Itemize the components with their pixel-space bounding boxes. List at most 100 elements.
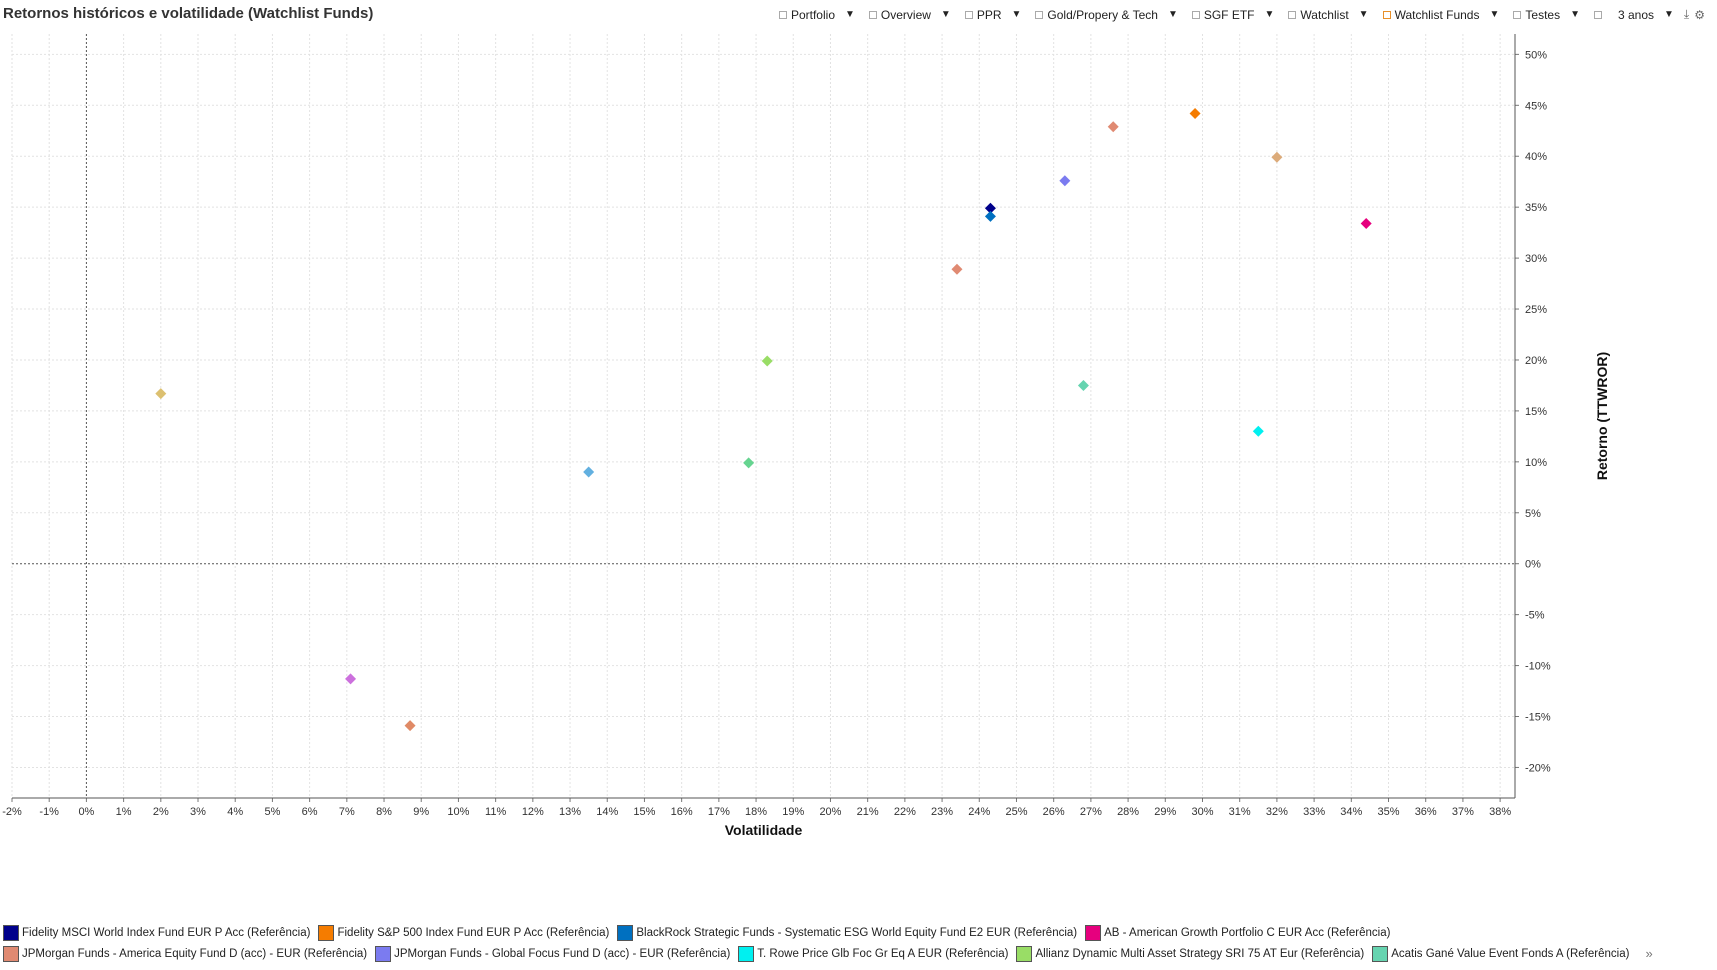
legend-item[interactable]: AB - American Growth Portfolio C EUR Acc… — [1085, 924, 1390, 941]
legend-item[interactable]: Allianz Dynamic Multi Asset Strategy SRI… — [1016, 945, 1364, 962]
x-tick-label: 38% — [1489, 806, 1511, 818]
legend-item[interactable]: JPMorgan Funds - America Equity Fund D (… — [3, 945, 368, 962]
y-tick-label: -5% — [1525, 610, 1545, 622]
data-point[interactable] — [155, 388, 167, 400]
legend-item[interactable]: Acatis Gané Value Event Fonds A (Referên… — [1372, 945, 1630, 962]
chart-title: Retornos históricos e volatilidade (Watc… — [3, 5, 374, 22]
legend-item[interactable]: BlackRock Strategic Funds - Systematic E… — [617, 924, 1078, 941]
checkbox-icon[interactable] — [1382, 10, 1391, 19]
x-tick-label: 32% — [1266, 806, 1288, 818]
data-point[interactable] — [761, 355, 773, 367]
chevron-down-icon[interactable]: ▼ — [1664, 9, 1674, 20]
x-tick-label: 19% — [782, 806, 804, 818]
x-tick-label: 25% — [1005, 806, 1027, 818]
legend-label: JPMorgan Funds - Global Focus Fund D (ac… — [394, 947, 731, 960]
chevron-down-icon[interactable]: ▼ — [1167, 9, 1178, 20]
x-tick-label: 18% — [745, 806, 767, 818]
x-tick-label: 17% — [708, 806, 730, 818]
legend: Fidelity MSCI World Index Fund EUR P Acc… — [3, 922, 1653, 964]
gear-icon[interactable]: ⚙ — [1694, 7, 1705, 22]
y-tick-label: -15% — [1525, 712, 1551, 724]
toolbar-item-label: SGF ETF — [1203, 7, 1255, 22]
x-tick-label: 6% — [302, 806, 318, 818]
legend-more-icon[interactable]: » — [1645, 946, 1653, 961]
period-selector[interactable]: 3 anos ▼ — [1593, 7, 1674, 22]
toolbar-item-portfolio[interactable]: Portfolio ▼ — [778, 7, 855, 22]
data-point[interactable] — [743, 457, 755, 469]
data-point[interactable] — [1059, 175, 1071, 187]
toolbar-item-testes[interactable]: Testes ▼ — [1513, 8, 1580, 22]
checkbox-icon[interactable] — [1191, 10, 1200, 19]
chevron-down-icon[interactable]: ▼ — [1011, 9, 1022, 20]
x-tick-label: -1% — [39, 806, 59, 818]
legend-item[interactable]: JPMorgan Funds - Global Focus Fund D (ac… — [375, 945, 731, 962]
chevron-down-icon[interactable]: ▼ — [845, 9, 855, 20]
legend-swatch — [318, 924, 335, 941]
toolbar-item-sgf-etf[interactable]: SGF ETF ▼ — [1191, 7, 1275, 22]
data-point[interactable] — [404, 720, 416, 732]
legend-item[interactable]: Fidelity S&P 500 Index Fund EUR P Acc (R… — [318, 924, 610, 941]
chevron-down-icon[interactable]: ▼ — [1264, 9, 1275, 20]
y-tick-label: -20% — [1525, 762, 1551, 774]
checkbox-icon[interactable] — [1035, 10, 1044, 19]
x-tick-label: 10% — [447, 806, 469, 818]
data-point[interactable] — [984, 210, 996, 222]
legend-swatch — [617, 924, 634, 941]
x-tick-label: 14% — [596, 806, 618, 818]
toolbar-item-label: Portfolio — [790, 7, 835, 22]
y-tick-label: 35% — [1525, 202, 1547, 214]
checkbox-icon[interactable] — [778, 10, 787, 19]
data-point[interactable] — [951, 263, 963, 275]
legend-label: BlackRock Strategic Funds - Systematic E… — [636, 926, 1078, 939]
chevron-down-icon[interactable]: ▼ — [1570, 9, 1580, 20]
x-tick-label: 27% — [1080, 806, 1102, 818]
legend-swatch — [738, 945, 755, 962]
x-tick-label: 28% — [1117, 806, 1139, 818]
data-point[interactable] — [583, 466, 595, 478]
period-label: 3 anos — [1617, 7, 1655, 22]
toolbar-item-label: PPR — [976, 7, 1002, 22]
checkbox-icon[interactable] — [1513, 10, 1522, 19]
x-tick-label: 7% — [339, 806, 355, 818]
data-point[interactable] — [1252, 425, 1264, 437]
toolbar-item-watchlist[interactable]: Watchlist ▼ — [1288, 8, 1369, 22]
chevron-down-icon[interactable]: ▼ — [1489, 9, 1500, 20]
checkbox-icon[interactable] — [868, 10, 877, 19]
checkbox-icon[interactable] — [1288, 10, 1297, 19]
toolbar-item-label: Watchlist Funds — [1394, 7, 1480, 22]
legend-swatch — [1085, 924, 1102, 941]
toolbar-item-label: Overview — [880, 7, 931, 22]
chevron-down-icon[interactable]: ▼ — [940, 9, 951, 20]
legend-item[interactable]: T. Rowe Price Glb Foc Gr Eq A EUR (Refer… — [738, 945, 1009, 962]
data-point[interactable] — [1107, 121, 1119, 133]
legend-item[interactable]: Fidelity MSCI World Index Fund EUR P Acc… — [3, 924, 310, 941]
legend-label: T. Rowe Price Glb Foc Gr Eq A EUR (Refer… — [757, 947, 1009, 960]
x-tick-label: 30% — [1191, 806, 1213, 818]
x-tick-label: 3% — [190, 806, 206, 818]
x-tick-label: 2% — [153, 806, 169, 818]
y-tick-label: 15% — [1525, 406, 1547, 418]
checkbox-icon[interactable] — [964, 10, 973, 19]
legend-label: JPMorgan Funds - America Equity Fund D (… — [22, 947, 368, 960]
data-point[interactable] — [1360, 217, 1372, 229]
data-point[interactable] — [345, 673, 357, 685]
data-point[interactable] — [984, 202, 996, 214]
toolbar-item-watchlist-funds[interactable]: Watchlist Funds ▼ — [1382, 7, 1500, 22]
data-point[interactable] — [1189, 107, 1201, 119]
toolbar-item-gold-propery-tech[interactable]: Gold/Propery & Tech ▼ — [1035, 8, 1178, 22]
y-axis-title: Retorno (TTWROR) — [1594, 352, 1610, 480]
x-tick-label: 26% — [1043, 806, 1065, 818]
toolbar-item-overview[interactable]: Overview ▼ — [868, 7, 951, 22]
legend-swatch — [1016, 945, 1033, 962]
data-point[interactable] — [1271, 151, 1283, 163]
toolbar-item-ppr[interactable]: PPR ▼ — [964, 7, 1022, 22]
chevron-down-icon[interactable]: ▼ — [1358, 9, 1369, 20]
legend-label: Fidelity S&P 500 Index Fund EUR P Acc (R… — [337, 926, 610, 939]
x-tick-label: 1% — [116, 806, 132, 818]
y-tick-label: 50% — [1525, 49, 1547, 61]
export-icon[interactable]: ⤓ — [1683, 7, 1690, 21]
data-point[interactable] — [1077, 379, 1089, 391]
checkbox-icon[interactable] — [1593, 10, 1602, 19]
legend-label: Acatis Gané Value Event Fonds A (Referên… — [1391, 947, 1630, 960]
x-tick-label: 9% — [413, 806, 429, 818]
